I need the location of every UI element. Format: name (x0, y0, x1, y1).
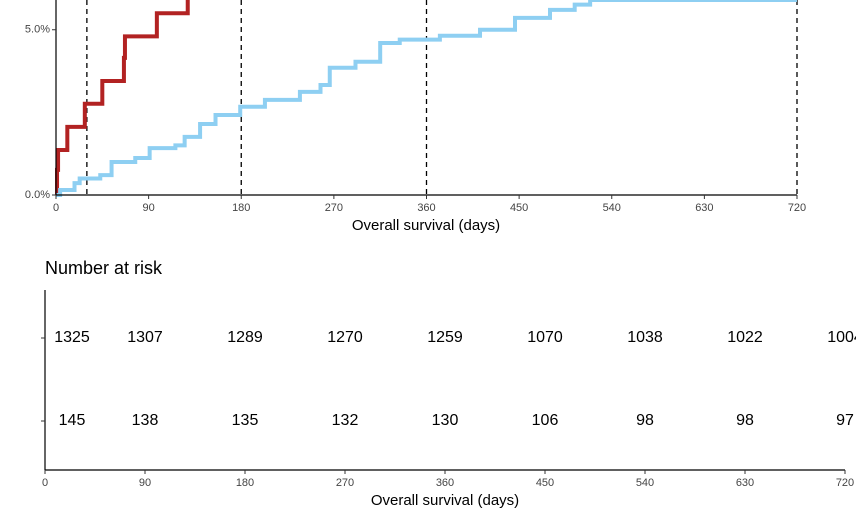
x-tick-label: 720 (836, 477, 854, 489)
y-tick-label: 5.0% (25, 24, 50, 36)
risk-count: 1070 (527, 329, 563, 346)
x-tick-label: 540 (636, 477, 654, 489)
step-line (55, 0, 190, 197)
x-tick-label: 90 (143, 202, 155, 214)
x-tick-label: 360 (417, 202, 435, 214)
risk-count: 1038 (627, 329, 663, 346)
x-tick-label: 0 (53, 202, 59, 214)
x-axis-label: Overall survival (days) (352, 217, 500, 234)
risk-count: 1004 (827, 329, 856, 346)
x-tick-label: 450 (510, 202, 528, 214)
risk-count: 1022 (727, 329, 763, 346)
risk-count: 98 (736, 412, 754, 429)
risk-count: 132 (332, 412, 359, 429)
risk-count: 1325 (54, 329, 90, 346)
step-line (56, 0, 797, 197)
x-tick-label: 630 (695, 202, 713, 214)
x-axis-label: Overall survival (days) (371, 492, 519, 509)
x-tick-label: 0 (42, 477, 48, 489)
risk-count: 135 (232, 412, 259, 429)
x-tick-label: 540 (603, 202, 621, 214)
risk-count: 1259 (427, 329, 463, 346)
x-tick-label: 450 (536, 477, 554, 489)
risk-table-title: Number at risk (45, 258, 163, 278)
risk-count: 106 (532, 412, 559, 429)
risk-count: 130 (432, 412, 459, 429)
risk-count: 138 (132, 412, 159, 429)
x-tick-label: 90 (139, 477, 151, 489)
x-tick-label: 360 (436, 477, 454, 489)
x-tick-label: 270 (325, 202, 343, 214)
x-tick-label: 630 (736, 477, 754, 489)
risk-count: 1289 (227, 329, 263, 346)
x-tick-label: 180 (236, 477, 254, 489)
risk-count: 1307 (127, 329, 163, 346)
risk-count: 145 (59, 412, 86, 429)
x-tick-label: 270 (336, 477, 354, 489)
x-tick-label: 720 (788, 202, 806, 214)
risk-count: 98 (636, 412, 654, 429)
x-tick-label: 180 (232, 202, 250, 214)
risk-count: 97 (836, 412, 854, 429)
risk-count: 1270 (327, 329, 363, 346)
y-tick-label: 0.0% (25, 189, 50, 201)
